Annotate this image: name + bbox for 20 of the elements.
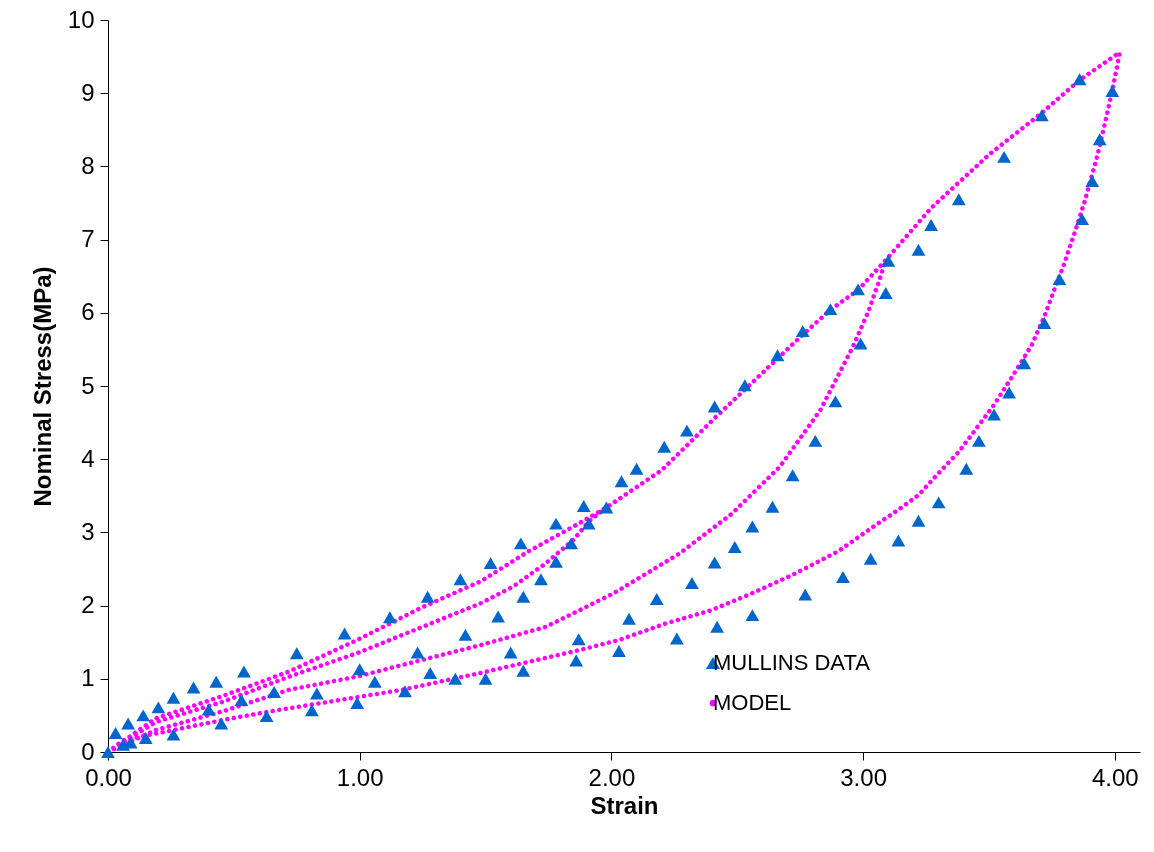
y-axis-title: Nominal Stress(MPa)	[28, 266, 56, 507]
x-tick-label: 0.00	[85, 763, 132, 791]
y-tick-label: 7	[81, 225, 95, 253]
y-tick-label: 10	[67, 5, 95, 33]
y-tick-label: 6	[81, 298, 95, 326]
x-tick-label: 3.00	[840, 763, 887, 791]
y-tick-label: 8	[81, 151, 95, 179]
legend-label: MODEL	[713, 690, 792, 715]
y-tick-label: 5	[81, 371, 95, 399]
x-tick-label: 1.00	[336, 763, 384, 791]
y-tick-label: 0	[81, 737, 95, 765]
y-tick-label: 3	[81, 517, 95, 545]
x-axis-title: Strain	[590, 791, 659, 819]
y-tick-label: 1	[81, 664, 95, 692]
legend-label: MULLINS DATA	[713, 650, 871, 675]
x-tick-label: 2.00	[588, 763, 636, 791]
y-tick-label: 4	[81, 444, 95, 472]
y-tick-label: 9	[81, 78, 95, 106]
x-tick-label: 4.00	[1091, 763, 1139, 791]
y-tick-label: 2	[81, 591, 95, 619]
